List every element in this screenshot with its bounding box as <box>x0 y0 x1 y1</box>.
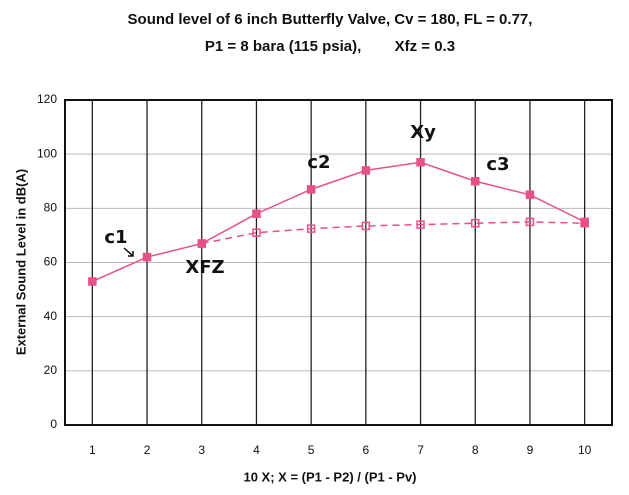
data-point <box>361 166 371 175</box>
series-line <box>92 161 585 283</box>
y-tick-label: 80 <box>44 201 58 215</box>
x-tick-label: 2 <box>144 443 151 457</box>
annotation-arrow <box>123 247 134 257</box>
x-axis-label: 10 X; X = (P1 - P2) / (P1 - Pv) <box>243 469 416 484</box>
data-point <box>142 252 152 262</box>
data-point <box>471 218 480 228</box>
data-point <box>471 177 480 186</box>
data-point <box>580 218 589 228</box>
data-point <box>416 158 425 167</box>
y-tick-label: 20 <box>44 363 58 377</box>
y-axis-label: External Sound Level in dB(A) <box>13 169 28 355</box>
y-tick-label: 120 <box>37 92 57 106</box>
x-tick-label: 10 <box>578 443 592 457</box>
plot-frame <box>64 99 613 426</box>
x-tick-label: 8 <box>472 443 479 457</box>
data-point <box>525 190 535 200</box>
annotation: c3 <box>486 154 509 175</box>
x-tick-label: 6 <box>363 443 370 457</box>
annotation: XFZ <box>185 257 224 278</box>
data-point <box>197 239 206 248</box>
x-tick-label: 5 <box>308 443 315 457</box>
y-tick-label: 100 <box>37 146 57 160</box>
annotation: Xy <box>410 122 436 143</box>
data-point <box>361 221 371 231</box>
x-tick-label: 4 <box>253 443 260 457</box>
data-point <box>306 185 316 194</box>
x-tick-label: 9 <box>527 443 534 457</box>
data-point <box>88 277 97 286</box>
y-tick-label: 60 <box>44 255 58 269</box>
annotation: c1 <box>104 227 127 248</box>
x-tick-label: 3 <box>198 443 205 457</box>
x-tick-label: 7 <box>417 443 424 457</box>
series-line <box>201 221 585 245</box>
chart-subtitle: P1 = 8 bara (115 psia), Xfz = 0.3 <box>205 38 455 55</box>
data-point <box>252 228 261 237</box>
y-tick-label: 0 <box>50 417 57 431</box>
y-tick-label: 40 <box>44 309 58 323</box>
chart-title: Sound level of 6 inch Butterfly Valve, C… <box>128 11 533 28</box>
data-point <box>416 220 425 229</box>
data-point <box>252 209 261 218</box>
x-tick-label: 1 <box>89 443 96 457</box>
data-point <box>306 224 316 233</box>
data-point <box>525 217 535 227</box>
annotation: c2 <box>307 152 330 173</box>
